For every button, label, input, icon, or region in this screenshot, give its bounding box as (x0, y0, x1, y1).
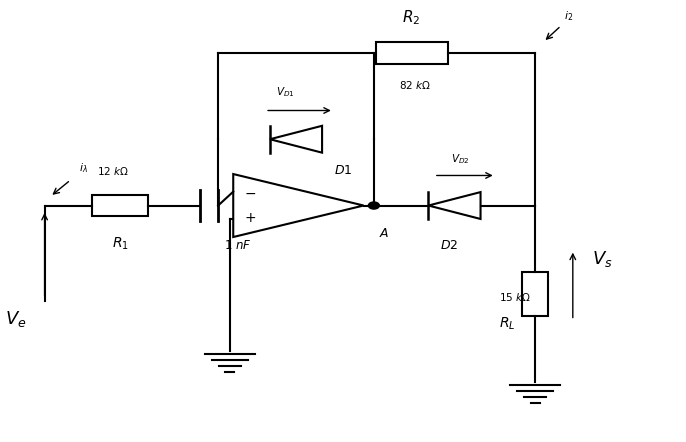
Text: $-$: $-$ (244, 186, 257, 200)
Text: $R_1$: $R_1$ (112, 236, 128, 252)
Text: $i_\lambda$: $i_\lambda$ (79, 162, 88, 175)
Circle shape (368, 202, 379, 209)
Text: $82\ k\Omega$: $82\ k\Omega$ (399, 79, 431, 91)
Text: $+$: $+$ (244, 211, 257, 225)
Text: $R_L$: $R_L$ (499, 316, 516, 332)
Text: $V_{D2}$: $V_{D2}$ (451, 152, 469, 166)
Text: $A$: $A$ (379, 227, 390, 240)
Text: $12\ k\Omega$: $12\ k\Omega$ (97, 165, 129, 177)
Text: $D2$: $D2$ (440, 239, 458, 251)
Text: $V_s$: $V_s$ (592, 248, 613, 269)
Bar (376, 42, 447, 64)
Text: $V_{D1}$: $V_{D1}$ (276, 86, 295, 99)
Text: $i_2$: $i_2$ (564, 9, 573, 23)
Polygon shape (428, 192, 481, 219)
Polygon shape (270, 126, 322, 152)
Bar (522, 272, 548, 316)
Text: $D1$: $D1$ (333, 164, 352, 176)
Text: $R_2$: $R_2$ (403, 8, 421, 27)
Text: $1\ nF$: $1\ nF$ (224, 239, 252, 251)
Text: $V_e$: $V_e$ (5, 309, 27, 329)
Bar (92, 195, 148, 216)
Text: $15\ k\Omega$: $15\ k\Omega$ (499, 291, 532, 304)
